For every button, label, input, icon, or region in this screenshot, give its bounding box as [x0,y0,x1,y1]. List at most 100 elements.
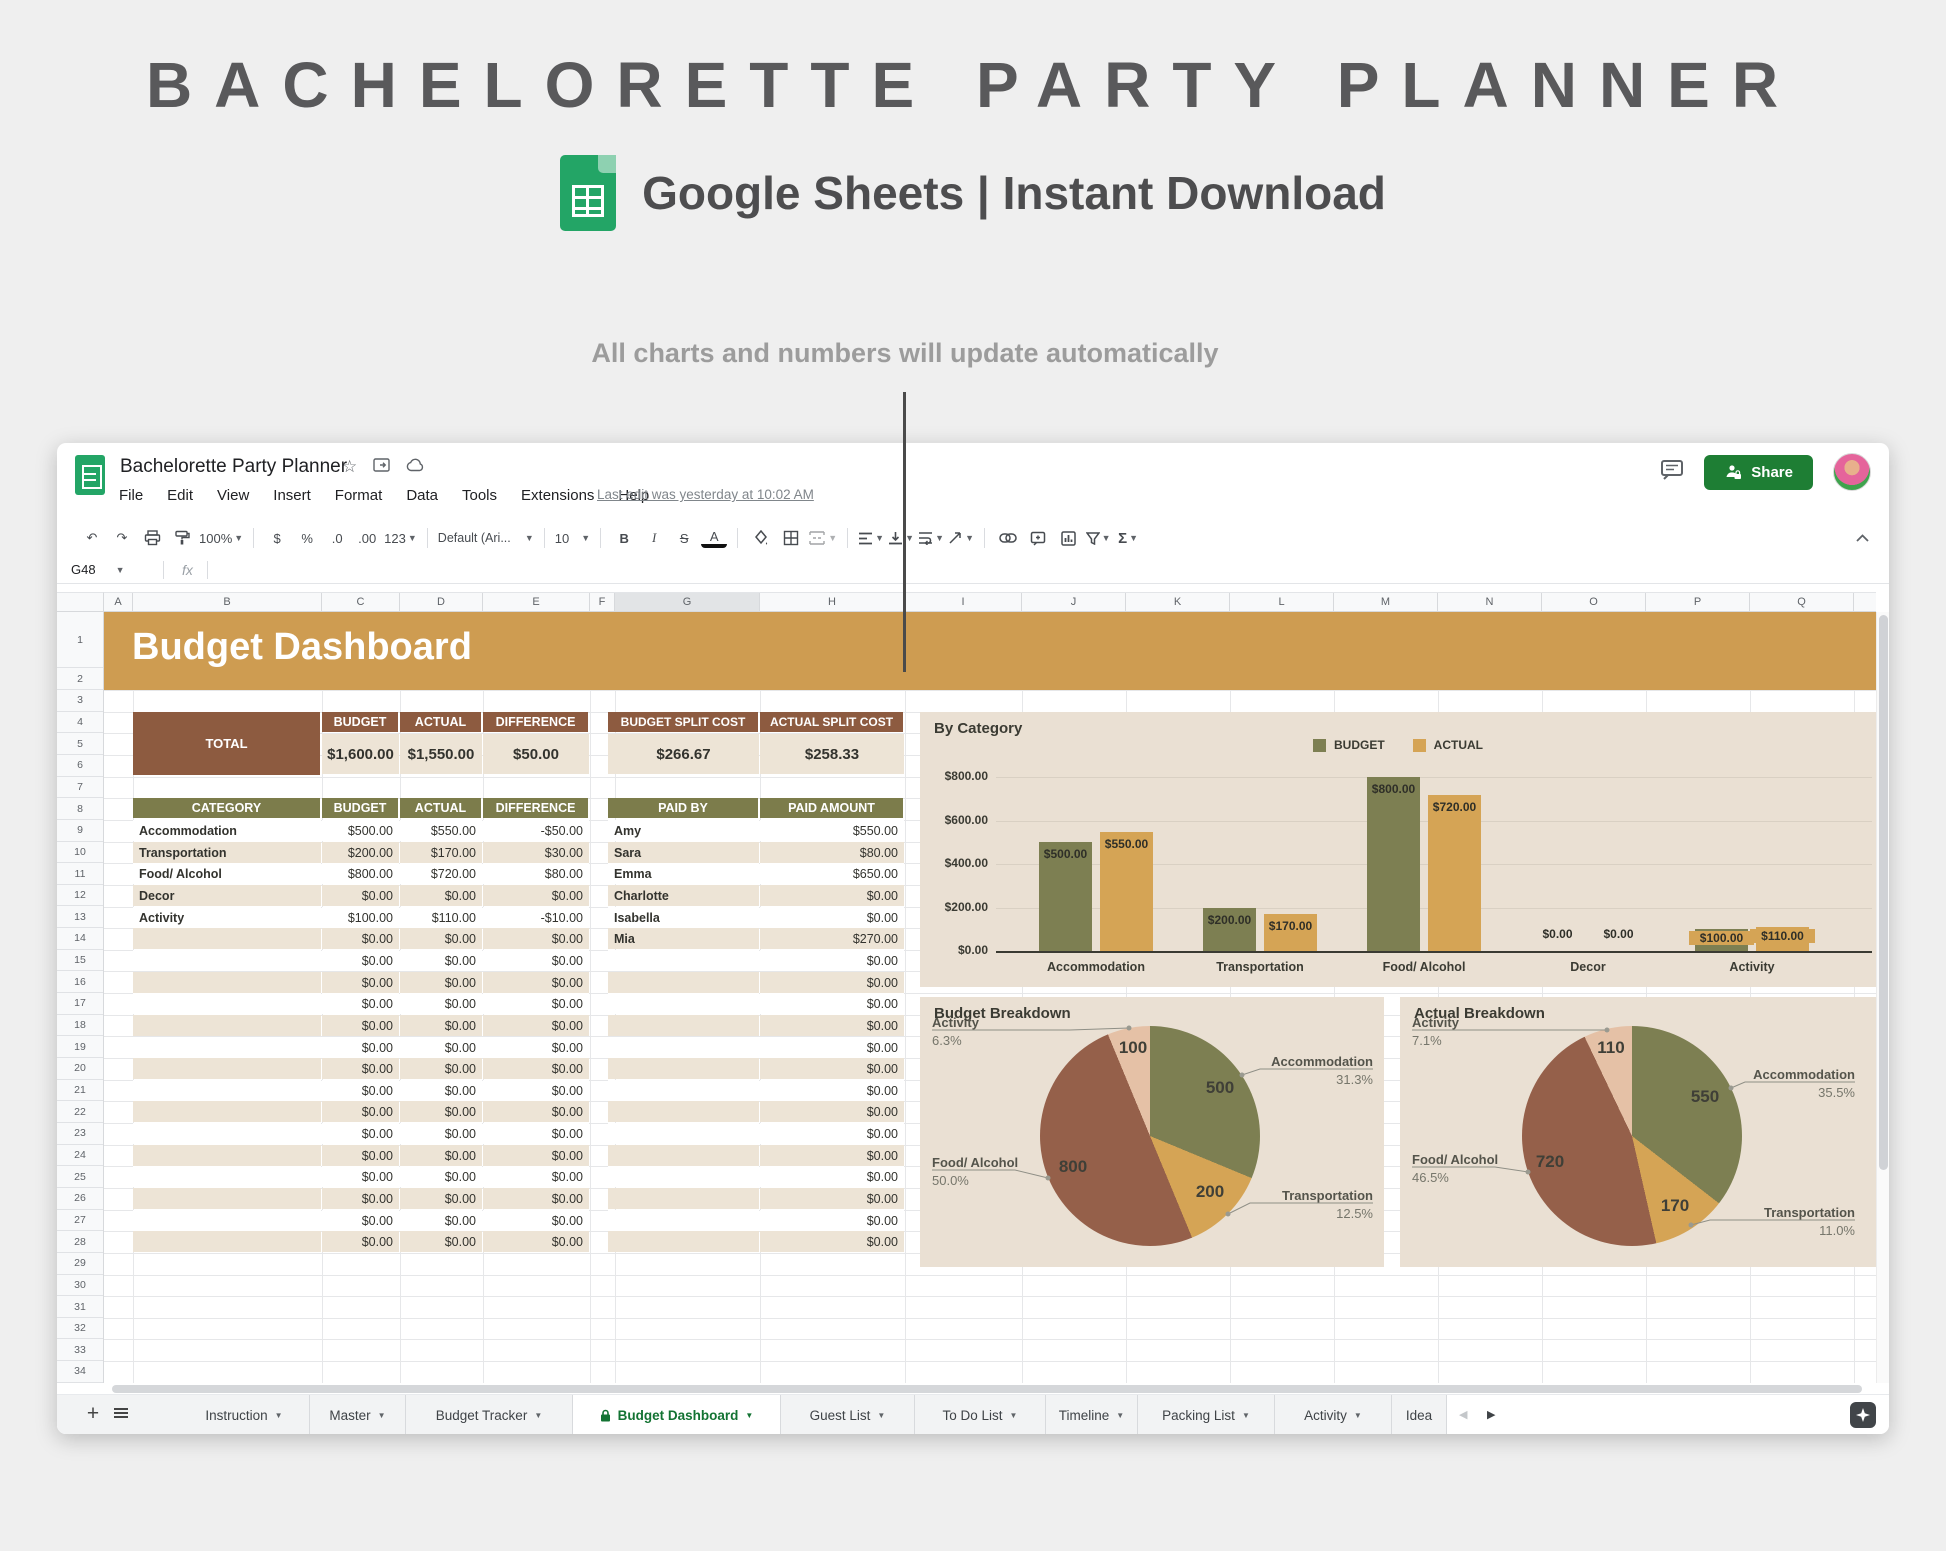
filter-icon[interactable]: ▼ [1085,525,1111,551]
category-cell-r8c2[interactable]: $0.00 [400,993,482,1014]
category-cell-r6c0[interactable] [133,950,321,971]
category-cell-r2c0[interactable]: Food/ Alcohol [133,863,321,884]
row-header-3[interactable]: 3 [57,690,103,712]
category-cell-r2c1[interactable]: $800.00 [322,863,399,884]
row-header-9[interactable]: 9 [57,820,103,842]
tab-menu-caret[interactable]: ▼ [1241,1410,1250,1420]
tab-budget-tracker[interactable]: Budget Tracker ▼ [406,1395,573,1434]
category-cell-r10c3[interactable]: $0.00 [483,1037,589,1058]
total-value-1[interactable]: $1,550.00 [400,734,482,774]
column-header-L[interactable]: L [1230,593,1334,611]
share-button[interactable]: Share [1704,454,1813,490]
category-cell-r0c2[interactable]: $550.00 [400,820,482,841]
category-cell-r7c3[interactable]: $0.00 [483,972,589,993]
column-header-E[interactable]: E [483,593,590,611]
category-cell-r18c0[interactable] [133,1210,321,1231]
row-header-11[interactable]: 11 [57,863,103,885]
tab-menu-caret[interactable]: ▼ [534,1410,543,1420]
row-header-12[interactable]: 12 [57,885,103,907]
paid-cell-r18c0[interactable] [608,1210,759,1231]
category-cell-r11c2[interactable]: $0.00 [400,1058,482,1079]
category-cell-r11c0[interactable] [133,1058,321,1079]
row-header-18[interactable]: 18 [57,1015,103,1037]
tab-instruction[interactable]: Instruction ▼ [179,1395,310,1434]
pie-chart-panel-actual[interactable]: Actual Breakdown 550 Accommodation 35.5% 170… [1400,997,1876,1267]
formula-input[interactable] [208,556,1889,583]
tab-packing-list[interactable]: Packing List ▼ [1138,1395,1275,1434]
column-header-K[interactable]: K [1126,593,1230,611]
category-cell-r10c2[interactable]: $0.00 [400,1037,482,1058]
category-cell-r1c3[interactable]: $30.00 [483,842,589,863]
column-header-I[interactable]: I [905,593,1022,611]
category-cell-r1c0[interactable]: Transportation [133,842,321,863]
paid-cell-r13c1[interactable]: $0.00 [760,1101,904,1122]
format-currency-button[interactable]: $ [273,530,281,546]
document-title[interactable]: Bachelorette Party Planner [120,456,348,477]
pie-chart-panel-budget[interactable]: Budget Breakdown 500 Accommodation 31.3% 200… [920,997,1384,1267]
category-cell-r9c0[interactable] [133,1015,321,1036]
tab-menu-caret[interactable]: ▼ [274,1410,283,1420]
category-cell-r5c1[interactable]: $0.00 [322,928,399,949]
vertical-scrollbar-thumb[interactable] [1879,615,1888,1170]
category-cell-r17c0[interactable] [133,1188,321,1209]
category-cell-r2c2[interactable]: $720.00 [400,863,482,884]
category-cell-r7c0[interactable] [133,972,321,993]
menu-tools[interactable]: Tools [462,487,498,504]
category-cell-r13c2[interactable]: $0.00 [400,1101,482,1122]
category-cell-r14c3[interactable]: $0.00 [483,1123,589,1144]
category-header-1[interactable]: BUDGET [322,798,398,818]
horizontal-scrollbar[interactable] [104,1384,1876,1394]
row-header-10[interactable]: 10 [57,842,103,864]
print-icon[interactable] [139,525,165,551]
row-header-20[interactable]: 20 [57,1058,103,1080]
paid-cell-r9c0[interactable] [608,1015,759,1036]
row-header-23[interactable]: 23 [57,1123,103,1145]
vertical-align-icon[interactable]: ▼ [888,525,914,551]
increase-decimals-button[interactable]: .00 [358,530,377,546]
strikethrough-button[interactable]: S [679,530,689,546]
last-edit-link[interactable]: Last edit was yesterday at 10:02 AM [597,487,814,502]
tab-timeline[interactable]: Timeline ▼ [1046,1395,1138,1434]
paid-cell-r17c1[interactable]: $0.00 [760,1188,904,1209]
paid-cell-r2c1[interactable]: $650.00 [760,863,904,884]
paid-cell-r10c0[interactable] [608,1037,759,1058]
bar-chart-panel[interactable]: By Category BUDGET ACTUAL $0.00 $200.00 $400.… [920,712,1876,987]
account-avatar[interactable] [1833,453,1871,491]
row-header-29[interactable]: 29 [57,1253,103,1275]
row-header-30[interactable]: 30 [57,1275,103,1297]
row-header-5[interactable]: 5 [57,733,103,755]
column-header-stub[interactable] [1854,593,1876,611]
category-cell-r19c3[interactable]: $0.00 [483,1231,589,1252]
category-cell-r8c1[interactable]: $0.00 [322,993,399,1014]
column-header-H[interactable]: H [760,593,905,611]
category-cell-r16c2[interactable]: $0.00 [400,1166,482,1187]
total-label-cell[interactable]: TOTAL [133,712,320,775]
paid-cell-r13c0[interactable] [608,1101,759,1122]
tab-menu-caret[interactable]: ▼ [877,1410,886,1420]
paid-cell-r2c0[interactable]: Emma [608,863,759,884]
paid-cell-r7c0[interactable] [608,972,759,993]
split-value-0[interactable]: $266.67 [608,734,759,774]
paid-cell-r5c1[interactable]: $270.00 [760,928,904,949]
menu-extensions[interactable]: Extensions [521,487,595,504]
row-header-1[interactable]: 1 [57,612,103,669]
row-header-8[interactable]: 8 [57,798,103,820]
tab-activity[interactable]: Activity ▼ [1275,1395,1392,1434]
category-cell-r6c2[interactable]: $0.00 [400,950,482,971]
category-cell-r16c0[interactable] [133,1166,321,1187]
category-cell-r11c3[interactable]: $0.00 [483,1058,589,1079]
row-header-13[interactable]: 13 [57,907,103,929]
row-header-32[interactable]: 32 [57,1318,103,1340]
paid-cell-r4c1[interactable]: $0.00 [760,907,904,928]
paid-cell-r14c0[interactable] [608,1123,759,1144]
tab-idea[interactable]: Idea [1392,1395,1447,1434]
category-cell-r6c3[interactable]: $0.00 [483,950,589,971]
menu-insert[interactable]: Insert [273,487,311,504]
row-header-17[interactable]: 17 [57,993,103,1015]
paid-cell-r11c1[interactable]: $0.00 [760,1058,904,1079]
column-header-D[interactable]: D [400,593,483,611]
menu-edit[interactable]: Edit [167,487,194,504]
row-header-27[interactable]: 27 [57,1210,103,1232]
category-cell-r19c2[interactable]: $0.00 [400,1231,482,1252]
insert-comment-icon[interactable] [1025,525,1051,551]
